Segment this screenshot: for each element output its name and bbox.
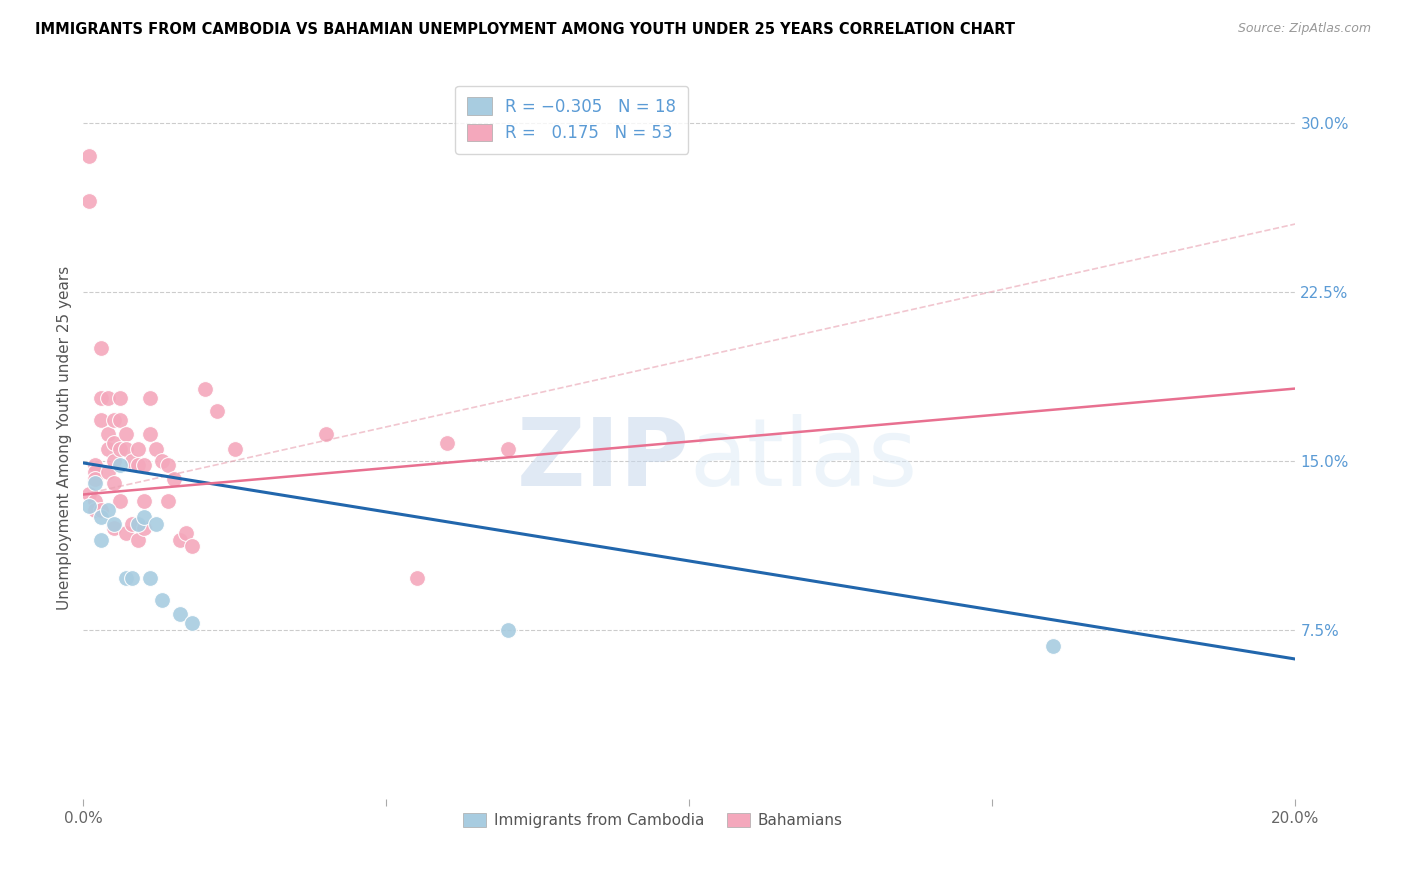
Legend: Immigrants from Cambodia, Bahamians: Immigrants from Cambodia, Bahamians bbox=[457, 807, 849, 835]
Point bbox=[176, 525, 198, 540]
Point bbox=[127, 533, 149, 547]
Point bbox=[79, 499, 101, 513]
Point bbox=[436, 435, 458, 450]
Point bbox=[181, 615, 204, 630]
Point bbox=[84, 465, 107, 479]
Point bbox=[193, 382, 215, 396]
Point bbox=[103, 521, 125, 535]
Point bbox=[145, 516, 167, 531]
Point bbox=[127, 442, 149, 457]
Point bbox=[84, 472, 107, 486]
Point bbox=[127, 458, 149, 473]
Point bbox=[127, 516, 149, 531]
Point bbox=[108, 391, 131, 405]
Point bbox=[405, 571, 427, 585]
Point bbox=[181, 539, 204, 553]
Point bbox=[496, 442, 519, 457]
Point bbox=[169, 607, 191, 621]
Point bbox=[114, 442, 136, 457]
Point bbox=[150, 593, 173, 607]
Point bbox=[114, 426, 136, 441]
Point bbox=[496, 623, 519, 637]
Point bbox=[150, 453, 173, 467]
Point bbox=[132, 494, 155, 508]
Point bbox=[1042, 639, 1064, 653]
Point bbox=[139, 426, 162, 441]
Point bbox=[96, 503, 118, 517]
Text: atlas: atlas bbox=[689, 414, 918, 506]
Point bbox=[90, 413, 112, 427]
Point bbox=[169, 533, 191, 547]
Point bbox=[132, 458, 155, 473]
Point bbox=[157, 494, 180, 508]
Point bbox=[90, 391, 112, 405]
Point bbox=[84, 503, 107, 517]
Text: Source: ZipAtlas.com: Source: ZipAtlas.com bbox=[1237, 22, 1371, 36]
Point bbox=[132, 510, 155, 524]
Point bbox=[96, 442, 118, 457]
Point bbox=[103, 453, 125, 467]
Point bbox=[108, 442, 131, 457]
Point bbox=[132, 521, 155, 535]
Point bbox=[315, 426, 337, 441]
Point bbox=[224, 442, 246, 457]
Point bbox=[103, 435, 125, 450]
Point bbox=[84, 494, 107, 508]
Point bbox=[114, 525, 136, 540]
Y-axis label: Unemployment Among Youth under 25 years: Unemployment Among Youth under 25 years bbox=[58, 266, 72, 610]
Point bbox=[139, 391, 162, 405]
Text: IMMIGRANTS FROM CAMBODIA VS BAHAMIAN UNEMPLOYMENT AMONG YOUTH UNDER 25 YEARS COR: IMMIGRANTS FROM CAMBODIA VS BAHAMIAN UNE… bbox=[35, 22, 1015, 37]
Point bbox=[108, 413, 131, 427]
Point bbox=[139, 571, 162, 585]
Point bbox=[103, 413, 125, 427]
Point bbox=[205, 404, 228, 418]
Point bbox=[145, 442, 167, 457]
Point bbox=[103, 516, 125, 531]
Point bbox=[108, 494, 131, 508]
Point bbox=[114, 571, 136, 585]
Point bbox=[96, 426, 118, 441]
Point bbox=[90, 510, 112, 524]
Point bbox=[90, 341, 112, 355]
Point bbox=[90, 533, 112, 547]
Point bbox=[103, 476, 125, 491]
Point bbox=[79, 487, 101, 501]
Point bbox=[121, 571, 143, 585]
Point bbox=[121, 453, 143, 467]
Point bbox=[79, 194, 101, 209]
Point bbox=[163, 472, 186, 486]
Point bbox=[79, 149, 101, 163]
Point bbox=[90, 503, 112, 517]
Point bbox=[96, 465, 118, 479]
Point bbox=[121, 516, 143, 531]
Point bbox=[108, 458, 131, 473]
Text: ZIP: ZIP bbox=[516, 414, 689, 506]
Point bbox=[84, 476, 107, 491]
Point bbox=[96, 391, 118, 405]
Point bbox=[157, 458, 180, 473]
Point bbox=[84, 458, 107, 473]
